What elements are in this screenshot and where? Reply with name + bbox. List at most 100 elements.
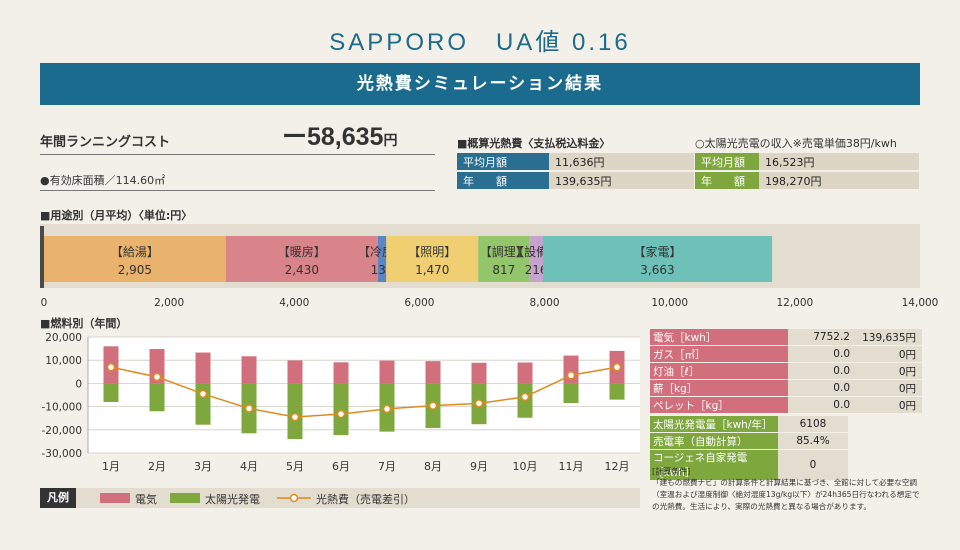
fuel-bar-electricity [379,360,395,384]
legend: 凡例 電気 太陽光発電 光熱費（売電差引） [40,488,640,508]
usage-segment-label: 【調理】 [480,245,528,259]
pv-row-value: 85.4% [778,433,848,449]
fuel-row-amount: 0.0 [788,346,856,362]
pv-row-label: 太陽光発電量［kwh/年］ [650,416,778,432]
fuel-x-tick: 10月 [513,460,538,473]
pv-income-title: ○太陽光売電の収入※売電単価38円/kwh [695,137,897,150]
fuel-row-cost: 139,635円 [856,329,922,345]
estimate-row-value: 139,635円 [549,172,694,189]
fuel-net-point [520,392,530,402]
usage-bar-segment [377,236,387,282]
usage-bar-segment [44,236,226,282]
fuel-y-tick: 20,000 [45,332,82,344]
fuel-bar-electricity [517,362,533,384]
fuel-row-amount: 7752.2 [788,329,856,345]
fuel-row-label: ペレット［kg］ [650,397,788,413]
fuel-row-amount: 0.0 [788,363,856,379]
fuel-bar-electricity [195,352,211,384]
fuel-row-label: 薪［kg］ [650,380,788,396]
usage-x-tick: 6,000 [404,297,434,309]
fuel-net-point [382,404,392,414]
fuel-bar-electricity [149,349,165,384]
fuel-x-tick: 8月 [424,460,442,473]
fuel-bar-solar [149,383,165,412]
result-banner: 光熱費シミュレーション結果 [40,63,920,105]
usage-segment-value: 1,470 [415,263,449,277]
fuel-row-amount: 0.0 [788,397,856,413]
estimate-row: 年 額 139,635円 [457,172,694,189]
pv-row-label: コージェネ自家発電［kwh］ [650,450,778,480]
usage-segment-value: 2,905 [118,263,152,277]
estimate-row: 平均月額 11,636円 [457,153,694,170]
fuel-bar-electricity [287,360,303,384]
pv-table: 太陽光発電量［kwh/年］ 6108 売電率（自動計算） 85.4% コージェネ自家… [650,415,848,481]
pv-row-value: 6108 [778,416,848,432]
usage-bar-segment [386,236,479,282]
usage-x-tick: 10,000 [651,297,688,309]
legend-line-icon [277,493,311,503]
fuel-bar-solar [609,383,625,400]
fuel-x-tick: 12月 [605,460,630,473]
fuel-y-tick: -10,000 [41,402,82,414]
fuel-chart-title: ■燃料別（年間） [40,317,128,330]
fuel-x-tick: 4月 [240,460,258,473]
fuel-bar-electricity [425,361,441,384]
legend-label-electricity: 電気 [135,493,157,506]
fuel-row: 灯油［ℓ］ 0.0 0円 [650,363,922,379]
pv-row-label: 売電率（自動計算） [650,433,778,449]
pv-row-value: 0 [778,450,848,480]
usage-segment-value: 216 [525,263,548,277]
fuel-net-point [336,409,346,419]
usage-segment-value: 3,663 [640,263,674,277]
fuel-bar-solar [287,383,303,440]
running-cost-unit: 円 [383,132,398,148]
running-cost-value: ー58,635円 [282,117,397,153]
fuel-net-point [612,362,622,372]
estimate-title: ■概算光熱費〈支払税込料金〉 [457,137,611,150]
legend-swatch-solar [170,493,200,503]
usage-x-tick: 8,000 [530,297,560,309]
fuel-net-line [110,366,618,418]
pv-income-row-value: 16,523円 [759,153,919,170]
fuel-y-tick: -20,000 [41,425,82,437]
usage-segment-label: 【暖房】 [278,244,326,259]
pv-row: コージェネ自家発電［kwh］ 0 [650,450,848,480]
fuel-row-cost: 0円 [856,363,922,379]
usage-x-tick: 4,000 [279,297,309,309]
usage-bar-segment [542,236,773,282]
fuel-net-point [474,399,484,408]
fuel-row-amount: 0.0 [788,380,856,396]
pv-income-table: 平均月額 16,523円 年 額 198,270円 [695,151,919,191]
pv-income-row-label: 平均月額 [695,153,759,170]
conditions-text: 「建もの燃費ナビ」の計算条件と計算結果に基づき、全館に対して必要な空調（室温およ… [652,478,920,511]
fuel-x-tick: 5月 [286,460,304,473]
fuel-bar-solar [103,383,119,402]
fuel-row-cost: 0円 [856,397,922,413]
usage-segment-value: 817 [492,263,515,277]
usage-x-tick: 12,000 [776,297,813,309]
legend-label-solar: 太陽光発電 [205,493,260,506]
usage-chart: 【給湯】2,905【暖房】2,430【冷房】135【照明】1,470【調理】81… [40,226,939,309]
fuel-x-tick: 1月 [102,460,120,473]
estimate-row-label: 年 額 [457,172,549,189]
fuel-x-tick: 7月 [378,460,396,473]
usage-x-tick: 2,000 [154,297,184,309]
running-cost-label: 年間ランニングコスト [40,135,171,150]
fuel-chart: 20,000 10,000 0 -10,000 -20,000 -30,000 1月 2月 3月… [41,332,640,473]
fuel-row: ペレット［kg］ 0.0 0円 [650,397,922,413]
fuel-net-point [244,404,254,413]
fuel-net-point [198,389,208,399]
fuel-bar-solar [563,383,579,404]
fuel-net-point [152,372,162,382]
estimate-table: 平均月額 11,636円 年 額 139,635円 [457,151,694,191]
usage-x-tick: 0 [41,297,48,309]
usage-x-tick: 14,000 [902,297,939,309]
fuel-net-point [428,401,438,410]
usage-segment-value: 2,430 [285,263,319,277]
fuel-net-point [106,362,116,372]
fuel-y-tick: -30,000 [41,448,82,460]
fuel-x-tick: 2月 [148,460,166,473]
estimate-row-label: 平均月額 [457,153,549,170]
usage-segment-label: 【家電】 [633,244,681,259]
fuel-row-label: 灯油［ℓ］ [650,363,788,379]
